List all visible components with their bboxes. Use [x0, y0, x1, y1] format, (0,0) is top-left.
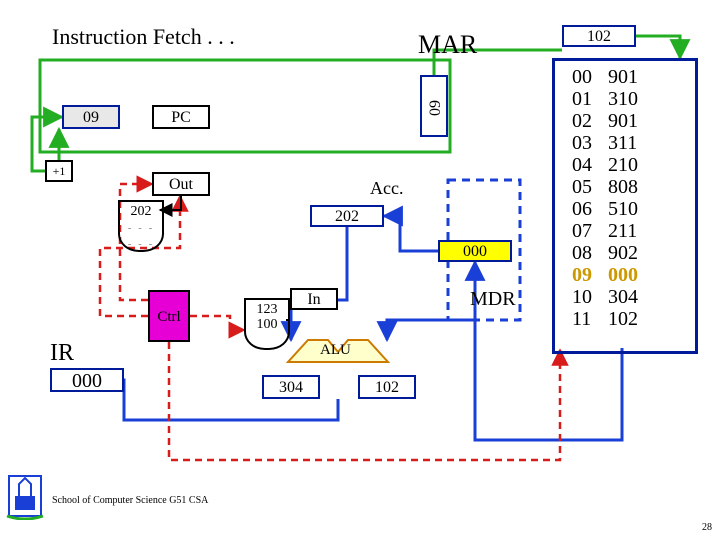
mar-label: MAR: [418, 30, 477, 60]
memory-row: 07211: [564, 220, 646, 242]
mar-vert-text: 09: [422, 77, 450, 139]
memory-addr: 08: [564, 242, 600, 264]
memory-addr: 03: [564, 132, 600, 154]
pc-value: 09: [62, 105, 120, 129]
alu-input-a: 304: [262, 375, 320, 399]
out-label: Out: [152, 172, 210, 196]
memory-row: 06510: [564, 198, 646, 220]
acc-value: 202: [310, 205, 384, 227]
alu-label: ALU: [320, 342, 351, 359]
out-bubble: 202 - - -- - -: [118, 200, 164, 252]
memory-row: 10304: [564, 286, 646, 308]
in-label: In: [290, 288, 338, 310]
memory-value: 304: [600, 286, 646, 308]
memory-row: 09000: [564, 264, 646, 286]
memory-row: 02901: [564, 110, 646, 132]
memory-value: 102: [600, 308, 646, 330]
in-bubble: 123 100: [244, 298, 290, 350]
memory-value: 211: [600, 220, 646, 242]
memory-value: 901: [600, 110, 646, 132]
memory-addr: 10: [564, 286, 600, 308]
memory-row: 05808: [564, 176, 646, 198]
memory-value: 808: [600, 176, 646, 198]
footer-text: School of Computer Science G51 CSA: [52, 495, 208, 506]
memory-addr: 05: [564, 176, 600, 198]
memory-value: 902: [600, 242, 646, 264]
page-title: Instruction Fetch . . .: [52, 24, 235, 50]
memory-addr: 00: [564, 66, 600, 88]
acc-label: Acc.: [370, 178, 403, 199]
memory-addr: 02: [564, 110, 600, 132]
in-value-a: 123: [257, 302, 278, 317]
page-number: 28: [702, 522, 712, 533]
memory-addr: 01: [564, 88, 600, 110]
memory-value: 311: [600, 132, 646, 154]
ctrl-box: Ctrl: [148, 290, 190, 342]
memory-addr: 04: [564, 154, 600, 176]
memory-row: 01310: [564, 88, 646, 110]
mdr-value: 000: [438, 240, 512, 262]
ir-label: IR: [50, 340, 74, 367]
memory-table: 0090101310029010331104210058080651007211…: [564, 66, 646, 330]
out-bubble-value: 202: [131, 204, 152, 219]
memory-value: 310: [600, 88, 646, 110]
in-value-b: 100: [257, 317, 278, 332]
mdr-label: MDR: [470, 288, 516, 311]
logo-icon: [5, 472, 45, 520]
memory-value: 510: [600, 198, 646, 220]
memory-value: 901: [600, 66, 646, 88]
mar-vert-value: 09: [420, 75, 448, 137]
memory-value: 000: [600, 264, 646, 286]
mar-top-value: 102: [562, 25, 636, 47]
memory-row: 00901: [564, 66, 646, 88]
memory-addr: 09: [564, 264, 600, 286]
memory-addr: 06: [564, 198, 600, 220]
memory-value: 210: [600, 154, 646, 176]
memory-addr: 11: [564, 308, 600, 330]
ir-value: 000: [50, 368, 124, 392]
memory-row: 11102: [564, 308, 646, 330]
plus-one: +1: [45, 160, 73, 182]
memory-row: 03311: [564, 132, 646, 154]
memory-row: 08902: [564, 242, 646, 264]
out-dashes: - - -- - -: [128, 222, 155, 250]
pc-label: PC: [152, 105, 210, 129]
memory-row: 04210: [564, 154, 646, 176]
alu-input-b: 102: [358, 375, 416, 399]
memory-addr: 07: [564, 220, 600, 242]
